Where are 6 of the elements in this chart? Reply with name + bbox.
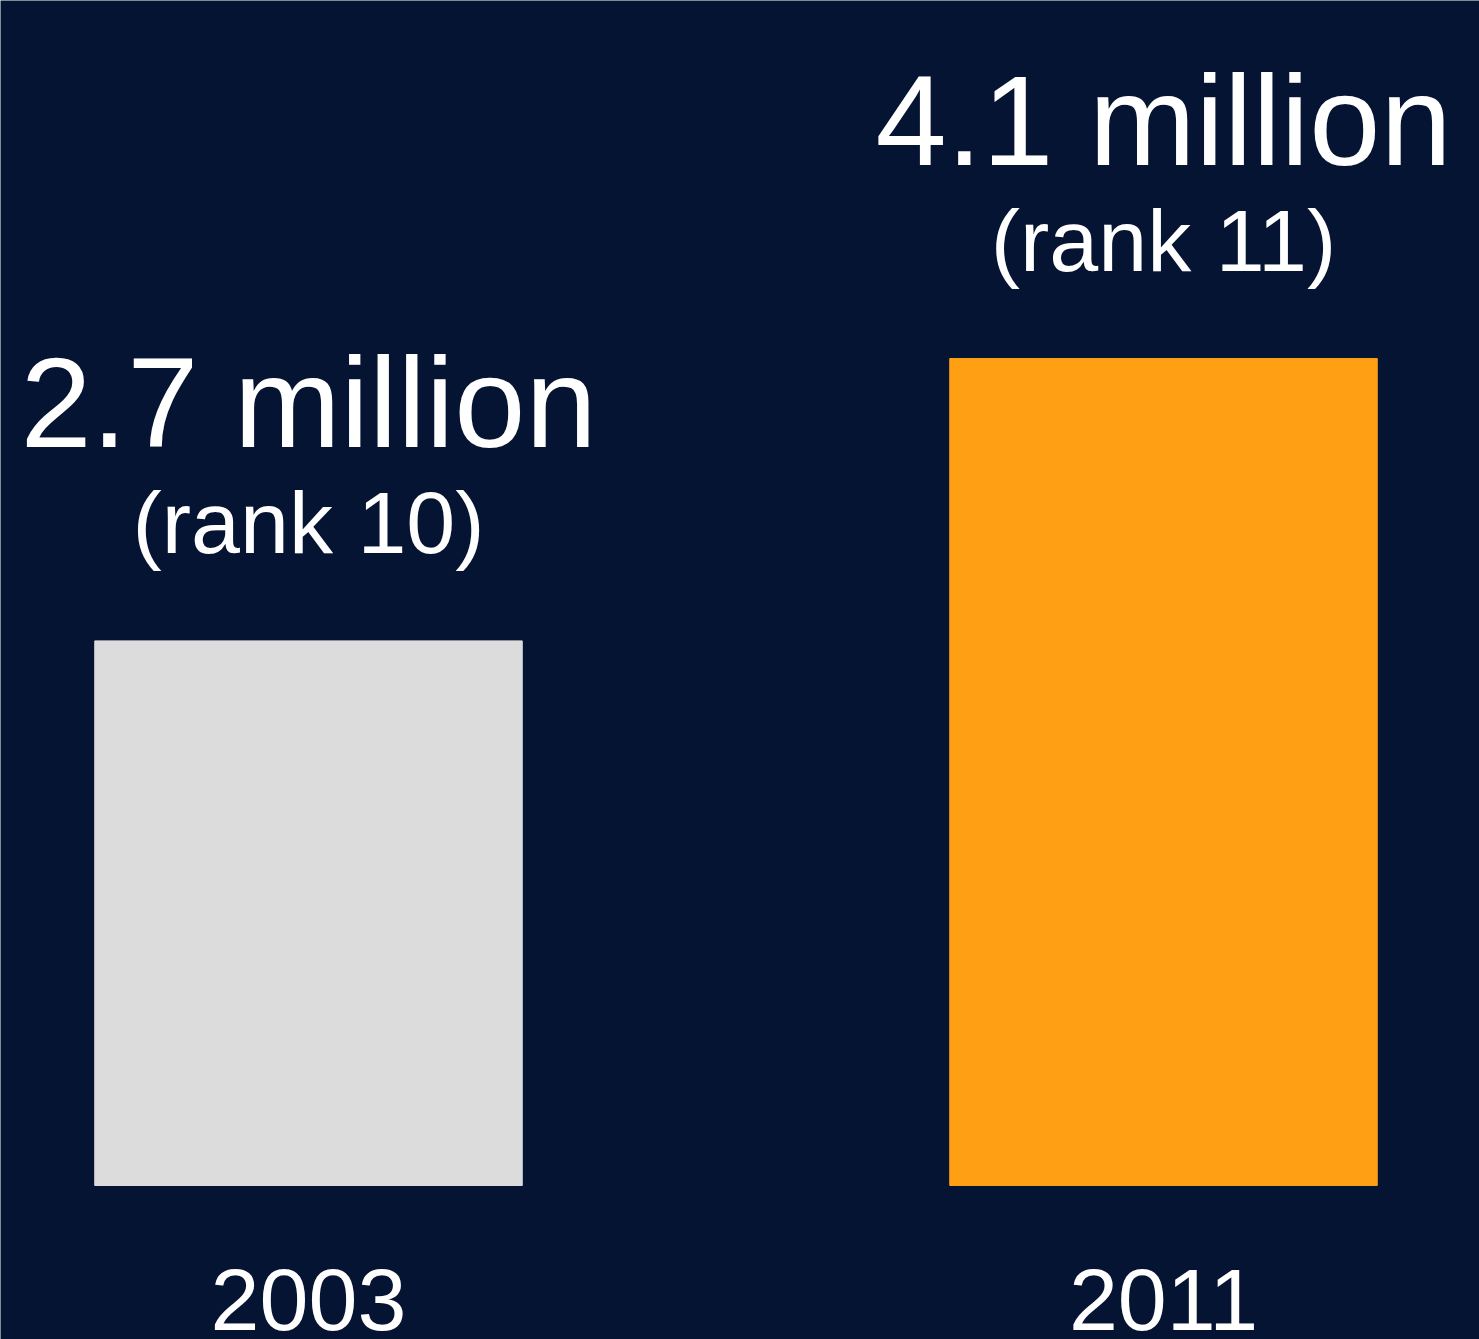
data-label: 2.7 million	[20, 331, 597, 475]
annotation: (rank 11)	[990, 191, 1337, 290]
annotation: (rank 10)	[132, 473, 485, 573]
data-label: 4.1 million	[875, 49, 1452, 192]
x-tick-label: 2011	[1068, 1249, 1259, 1339]
x-tick-label: 2003	[210, 1249, 407, 1339]
